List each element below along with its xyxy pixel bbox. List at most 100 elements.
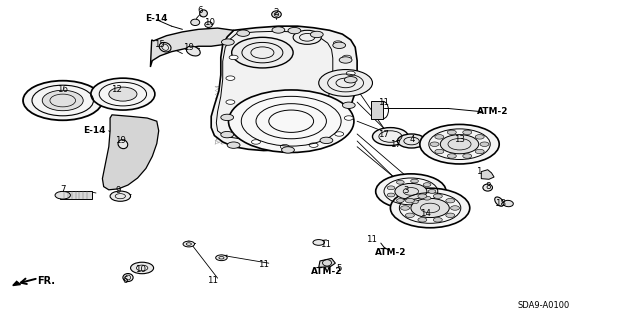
Ellipse shape [503, 200, 513, 207]
Circle shape [344, 116, 353, 120]
Circle shape [401, 206, 410, 210]
Circle shape [91, 78, 155, 110]
Ellipse shape [272, 11, 282, 18]
Circle shape [430, 142, 439, 146]
Circle shape [435, 135, 444, 139]
Text: FR.: FR. [37, 276, 55, 286]
Polygon shape [371, 101, 383, 119]
Circle shape [252, 140, 260, 144]
Text: 6: 6 [197, 6, 202, 15]
Circle shape [397, 134, 426, 148]
Text: SDA9-A0100: SDA9-A0100 [517, 301, 570, 310]
Ellipse shape [483, 184, 493, 191]
Circle shape [227, 142, 240, 148]
Circle shape [221, 39, 234, 45]
Text: 11: 11 [319, 241, 331, 249]
Circle shape [396, 199, 404, 203]
Circle shape [23, 81, 102, 120]
Circle shape [433, 194, 442, 198]
Circle shape [131, 262, 154, 274]
Circle shape [372, 128, 408, 145]
Text: 18: 18 [495, 199, 506, 208]
Circle shape [339, 57, 352, 63]
Circle shape [309, 143, 318, 147]
Text: 11: 11 [365, 235, 377, 244]
Ellipse shape [191, 19, 200, 26]
Circle shape [395, 183, 427, 199]
Circle shape [440, 135, 479, 154]
Circle shape [463, 130, 472, 135]
Circle shape [42, 90, 83, 111]
Ellipse shape [313, 240, 324, 245]
Circle shape [226, 76, 235, 80]
Text: E-14: E-14 [145, 14, 168, 23]
Circle shape [221, 114, 234, 121]
Text: 7: 7 [60, 185, 65, 194]
Circle shape [411, 200, 419, 204]
Ellipse shape [159, 42, 171, 52]
Text: 10: 10 [204, 19, 216, 27]
Text: 9: 9 [116, 186, 121, 195]
Circle shape [428, 189, 436, 193]
Circle shape [228, 90, 354, 152]
Text: 3: 3 [404, 186, 409, 195]
Ellipse shape [118, 140, 128, 149]
Circle shape [333, 41, 342, 45]
Text: ATM-2: ATM-2 [477, 107, 509, 115]
Text: 2: 2 [274, 8, 279, 17]
Circle shape [288, 27, 301, 34]
Circle shape [476, 135, 484, 139]
Polygon shape [60, 191, 92, 199]
Circle shape [387, 193, 395, 197]
Circle shape [387, 186, 395, 190]
Circle shape [463, 154, 472, 158]
Circle shape [418, 218, 427, 222]
Text: E-14: E-14 [83, 126, 106, 135]
Polygon shape [13, 281, 20, 286]
Text: 5: 5 [337, 264, 342, 273]
Circle shape [232, 37, 293, 68]
Polygon shape [150, 28, 234, 67]
Text: 4: 4 [410, 135, 415, 144]
Circle shape [335, 132, 344, 136]
Ellipse shape [205, 22, 212, 27]
Circle shape [282, 147, 294, 153]
Ellipse shape [183, 241, 195, 247]
Ellipse shape [200, 10, 207, 17]
Text: 1: 1 [476, 167, 481, 176]
Circle shape [110, 191, 131, 201]
Circle shape [319, 70, 372, 96]
Circle shape [293, 30, 321, 44]
Text: 11: 11 [207, 276, 218, 285]
Text: 12: 12 [111, 85, 122, 94]
Polygon shape [211, 26, 357, 151]
Ellipse shape [123, 274, 133, 281]
Text: 11: 11 [258, 260, 269, 269]
Circle shape [420, 124, 499, 164]
Circle shape [310, 31, 323, 38]
Circle shape [280, 145, 289, 149]
Ellipse shape [186, 46, 200, 56]
Circle shape [423, 196, 431, 200]
Circle shape [397, 180, 404, 184]
Circle shape [333, 42, 346, 48]
Text: 13: 13 [454, 135, 465, 144]
Circle shape [376, 174, 446, 209]
Circle shape [411, 179, 419, 183]
Circle shape [344, 77, 357, 83]
Circle shape [346, 71, 355, 76]
Circle shape [237, 30, 250, 36]
Ellipse shape [216, 255, 227, 261]
Text: 10: 10 [135, 265, 147, 274]
Circle shape [433, 218, 442, 222]
Text: 17: 17 [390, 140, 401, 149]
Circle shape [451, 206, 460, 210]
Ellipse shape [495, 197, 504, 206]
Text: ATM-2: ATM-2 [374, 248, 406, 256]
Circle shape [226, 100, 235, 104]
Polygon shape [319, 258, 335, 267]
Circle shape [320, 137, 333, 144]
Circle shape [55, 191, 70, 199]
Circle shape [411, 198, 449, 218]
Circle shape [405, 213, 414, 218]
